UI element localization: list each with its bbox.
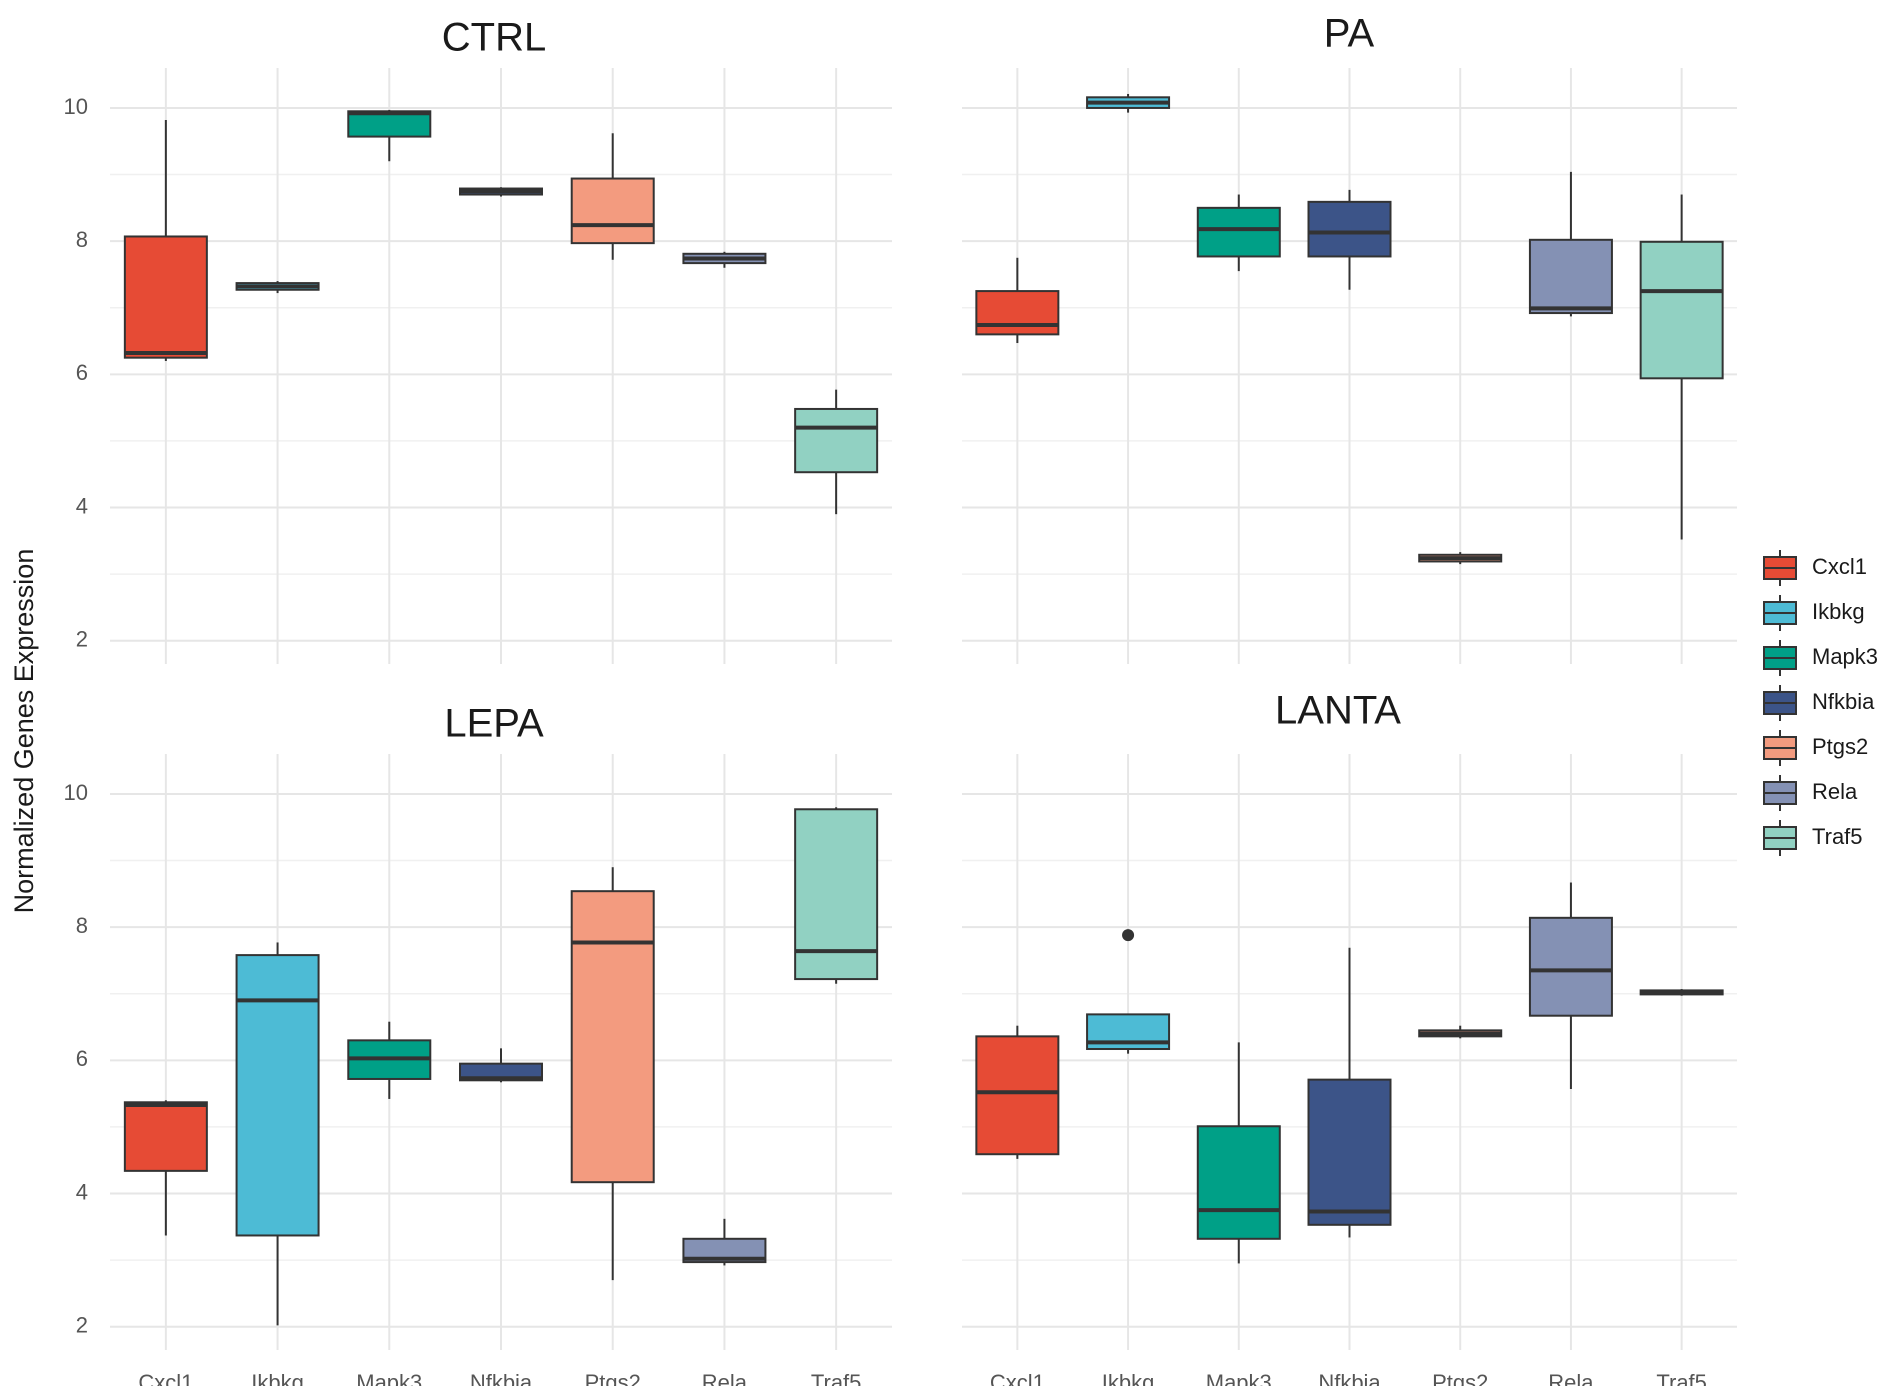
box-iqr <box>123 1101 208 1172</box>
panel-ctrl: CTRL 2 4 6 8 10 <box>64 16 892 664</box>
legend-label: Traf5 <box>1812 824 1863 849</box>
box-ptgs2 <box>570 867 655 1281</box>
x-tick-label: Rela <box>1548 1370 1594 1386</box>
box-cxcl1 <box>123 1100 208 1236</box>
box-mapk3 <box>1196 194 1281 272</box>
y-tick-label: 8 <box>76 227 88 252</box>
box-iqr <box>1196 206 1281 258</box>
panel-lanta: LANTA Cxcl1 Ikbkg Mapk3 Nfkbia Ptgs2 Rela Traf5 <box>962 689 1737 1386</box>
box-rela <box>682 1218 767 1266</box>
box-nfkbia <box>1307 947 1392 1238</box>
box-mapk3 <box>1196 1042 1281 1264</box>
box-ptgs2 <box>1418 552 1503 565</box>
panel-title: PA <box>1324 12 1375 56</box>
y-tick-label: 4 <box>76 1179 88 1204</box>
box-ptgs2 <box>1418 1025 1503 1039</box>
y-tick-label: 8 <box>76 913 88 938</box>
box-iqr <box>1528 238 1613 315</box>
box-ikbkg <box>1086 93 1171 113</box>
box-traf5 <box>1639 989 1724 996</box>
box-iqr <box>794 808 879 981</box>
x-tick-label: Rela <box>702 1370 748 1386</box>
legend-item-ikbkg: Ikbkg <box>1763 595 1865 631</box>
box-traf5 <box>794 807 879 984</box>
x-tick-label: Traf5 <box>811 1370 862 1386</box>
box-cxcl1 <box>975 257 1060 344</box>
legend-label: Ptgs2 <box>1812 734 1868 759</box>
x-tick-label: Nfkbia <box>470 1370 533 1386</box>
box-traf5 <box>1639 194 1724 540</box>
box-iqr <box>123 235 208 359</box>
box-nfkbia <box>1307 189 1392 290</box>
y-tick-label: 10 <box>64 780 88 805</box>
box-nfkbia <box>459 187 543 197</box>
x-tick-label: Traf5 <box>1656 1370 1707 1386</box>
x-tick-label: Ptgs2 <box>1432 1370 1488 1386</box>
y-tick-label: 4 <box>76 493 88 518</box>
outlier-point <box>1122 929 1135 942</box>
box-iqr <box>975 1035 1060 1156</box>
legend-item-traf5: Traf5 <box>1763 820 1863 856</box>
legend: Cxcl1 Ikbkg Mapk3 Nfkbia Ptgs2 Rela Traf5 <box>1763 550 1878 856</box>
box-mapk3 <box>347 1021 432 1099</box>
x-tick-label: Mapk3 <box>1206 1370 1272 1386</box>
box-iqr <box>1307 1078 1392 1226</box>
box-nfkbia <box>459 1048 543 1083</box>
y-tick-label: 10 <box>64 94 88 119</box>
box-cxcl1 <box>975 1025 1060 1159</box>
box-rela <box>682 251 767 268</box>
box-ikbkg <box>1086 929 1171 1054</box>
box-ptgs2 <box>570 133 655 260</box>
box-iqr <box>570 177 655 245</box>
x-tick-label: Ptgs2 <box>585 1370 641 1386</box>
legend-item-rela: Rela <box>1763 775 1858 811</box>
y-axis-title: Normalized Genes Expression <box>9 549 39 914</box>
panel-lepa: LEPA 2 4 6 8 10 Cxcl1 Ikbkg Mapk3 Nfkbia Ptgs2 Rela… <box>64 702 892 1386</box>
box-iqr <box>235 954 320 1237</box>
box-iqr <box>975 290 1060 336</box>
legend-item-ptgs2: Ptgs2 <box>1763 730 1868 766</box>
legend-item-mapk3: Mapk3 <box>1763 640 1878 676</box>
x-tick-label: Ikbkg <box>251 1370 304 1386</box>
legend-item-cxcl1: Cxcl1 <box>1763 550 1867 586</box>
box-iqr <box>1528 916 1613 1017</box>
box-rela <box>1528 882 1613 1089</box>
x-tick-label: Cxcl1 <box>138 1370 193 1386</box>
x-tick-label: Mapk3 <box>356 1370 422 1386</box>
y-tick-label: 6 <box>76 1046 88 1071</box>
box-rela <box>1528 171 1613 317</box>
legend-label: Mapk3 <box>1812 644 1878 669</box>
panel-title: LEPA <box>444 702 544 746</box>
legend-label: Ikbkg <box>1812 599 1865 624</box>
x-tick-label: Nfkbia <box>1318 1370 1381 1386</box>
legend-label: Rela <box>1812 779 1858 804</box>
y-tick-label: 2 <box>76 627 88 652</box>
box-mapk3 <box>347 109 432 162</box>
panel-title: CTRL <box>442 16 546 60</box>
x-tick-label: Cxcl1 <box>990 1370 1045 1386</box>
legend-label: Cxcl1 <box>1812 554 1867 579</box>
box-iqr <box>682 1237 767 1264</box>
box-iqr <box>570 890 655 1184</box>
x-tick-label: Ikbkg <box>1102 1370 1155 1386</box>
box-iqr <box>1639 240 1724 380</box>
legend-item-nfkbia: Nfkbia <box>1763 685 1875 721</box>
box-cxcl1 <box>123 119 208 362</box>
legend-label: Nfkbia <box>1812 689 1875 714</box>
box-iqr <box>1307 200 1392 258</box>
y-tick-label: 6 <box>76 360 88 385</box>
box-iqr <box>1196 1125 1281 1240</box>
box-ikbkg <box>235 281 320 294</box>
box-iqr <box>794 407 879 474</box>
y-tick-label: 2 <box>76 1313 88 1338</box>
panel-pa: PA <box>962 12 1737 664</box>
box-ikbkg <box>235 942 320 1326</box>
panel-title: LANTA <box>1275 689 1401 733</box>
box-traf5 <box>794 389 879 515</box>
